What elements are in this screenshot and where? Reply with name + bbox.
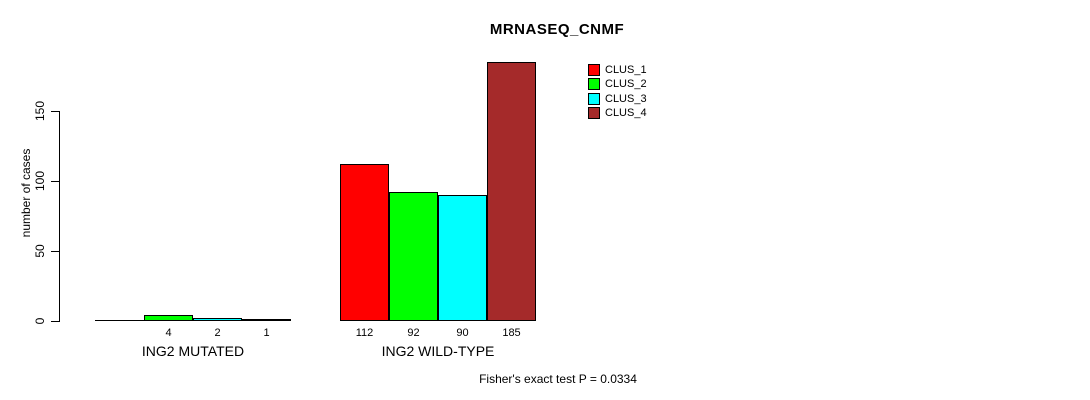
group-label-2: ING2 WILD-TYPE bbox=[381, 343, 495, 359]
bar-value-label: 90 bbox=[456, 327, 469, 339]
y-tick-label: 0 bbox=[33, 317, 47, 325]
bar-clus_3-group1 bbox=[193, 318, 242, 321]
y-tick-label: 50 bbox=[33, 244, 47, 258]
bar-clus_1-group1 bbox=[95, 320, 144, 321]
bar-clus_4-group2 bbox=[487, 62, 536, 321]
y-tick-mark bbox=[51, 111, 59, 112]
bar-value-label: 185 bbox=[502, 327, 521, 339]
y-tick-label: 100 bbox=[33, 170, 47, 192]
bar-value-label: 4 bbox=[165, 327, 172, 339]
legend-label-clus_4: CLUS_4 bbox=[605, 107, 647, 119]
group-label-1: ING2 MUTATED bbox=[141, 343, 245, 359]
y-tick-mark bbox=[51, 251, 59, 252]
legend-swatch-clus_3 bbox=[588, 93, 600, 105]
y-tick-mark bbox=[51, 181, 59, 182]
bar-clus_4-group1 bbox=[242, 319, 291, 321]
bar-value-label: 112 bbox=[355, 327, 374, 339]
y-tick-mark bbox=[51, 321, 59, 322]
legend-label-clus_2: CLUS_2 bbox=[605, 78, 647, 90]
bar-value-label: 2 bbox=[214, 327, 221, 339]
bar-value-label: 1 bbox=[263, 327, 270, 339]
chart-title: MRNASEQ_CNMF bbox=[489, 21, 625, 38]
legend-swatch-clus_1 bbox=[588, 64, 600, 76]
fisher-test-annotation: Fisher's exact test P = 0.0334 bbox=[479, 372, 637, 386]
bar-clus_1-group2 bbox=[340, 164, 389, 321]
bar-clus_2-group2 bbox=[389, 192, 438, 321]
legend-label-clus_1: CLUS_1 bbox=[605, 64, 647, 76]
y-axis-line bbox=[59, 111, 60, 322]
y-axis-label: number of cases bbox=[19, 148, 33, 238]
legend-swatch-clus_4 bbox=[588, 107, 600, 119]
legend-swatch-clus_2 bbox=[588, 78, 600, 90]
bar-value-label: 92 bbox=[407, 327, 420, 339]
bar-clus_3-group2 bbox=[438, 195, 487, 321]
y-tick-label: 150 bbox=[33, 100, 47, 122]
legend-label-clus_3: CLUS_3 bbox=[605, 93, 647, 105]
bar-clus_2-group1 bbox=[144, 315, 193, 321]
